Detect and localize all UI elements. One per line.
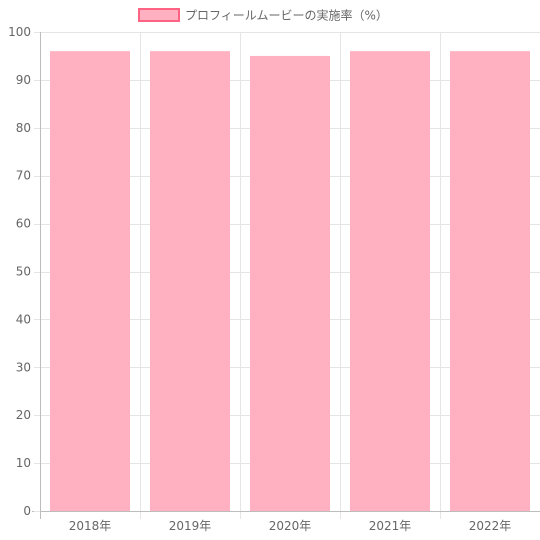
bar[interactable]	[350, 51, 430, 511]
bar[interactable]	[50, 51, 130, 511]
bar-series	[50, 51, 530, 511]
y-tick-label: 80	[16, 121, 31, 135]
y-tick-label: 60	[16, 217, 31, 231]
x-tick-label: 2021年	[369, 519, 412, 533]
axes	[32, 32, 540, 519]
y-tick-label: 40	[16, 312, 31, 326]
legend-label: プロフィールムービーの実施率（%）	[185, 8, 388, 23]
y-tick-label: 30	[16, 360, 31, 374]
legend-swatch	[138, 8, 180, 22]
bar[interactable]	[150, 51, 230, 511]
y-axis-tick-labels: 0 10 20 30 40 50 60 70 80 90 100	[8, 25, 31, 518]
x-axis-tick-labels: 2018年 2019年 2020年 2021年 2022年	[69, 519, 512, 533]
y-tick-label: 0	[23, 504, 31, 518]
bar[interactable]	[250, 55, 330, 511]
x-tick-label: 2020年	[269, 519, 312, 533]
x-tick-label: 2019年	[169, 519, 212, 533]
y-tick-label: 50	[16, 265, 31, 279]
y-tick-label: 90	[16, 73, 31, 87]
bar[interactable]	[450, 51, 530, 511]
x-tick-label: 2022年	[469, 519, 512, 533]
y-tick-label: 10	[16, 456, 31, 470]
y-tick-label: 100	[8, 25, 31, 39]
y-tick-label: 70	[16, 169, 31, 183]
y-tick-label: 20	[16, 408, 31, 422]
x-tick-label: 2018年	[69, 519, 112, 533]
legend[interactable]: プロフィールムービーの実施率（%）	[138, 8, 388, 23]
